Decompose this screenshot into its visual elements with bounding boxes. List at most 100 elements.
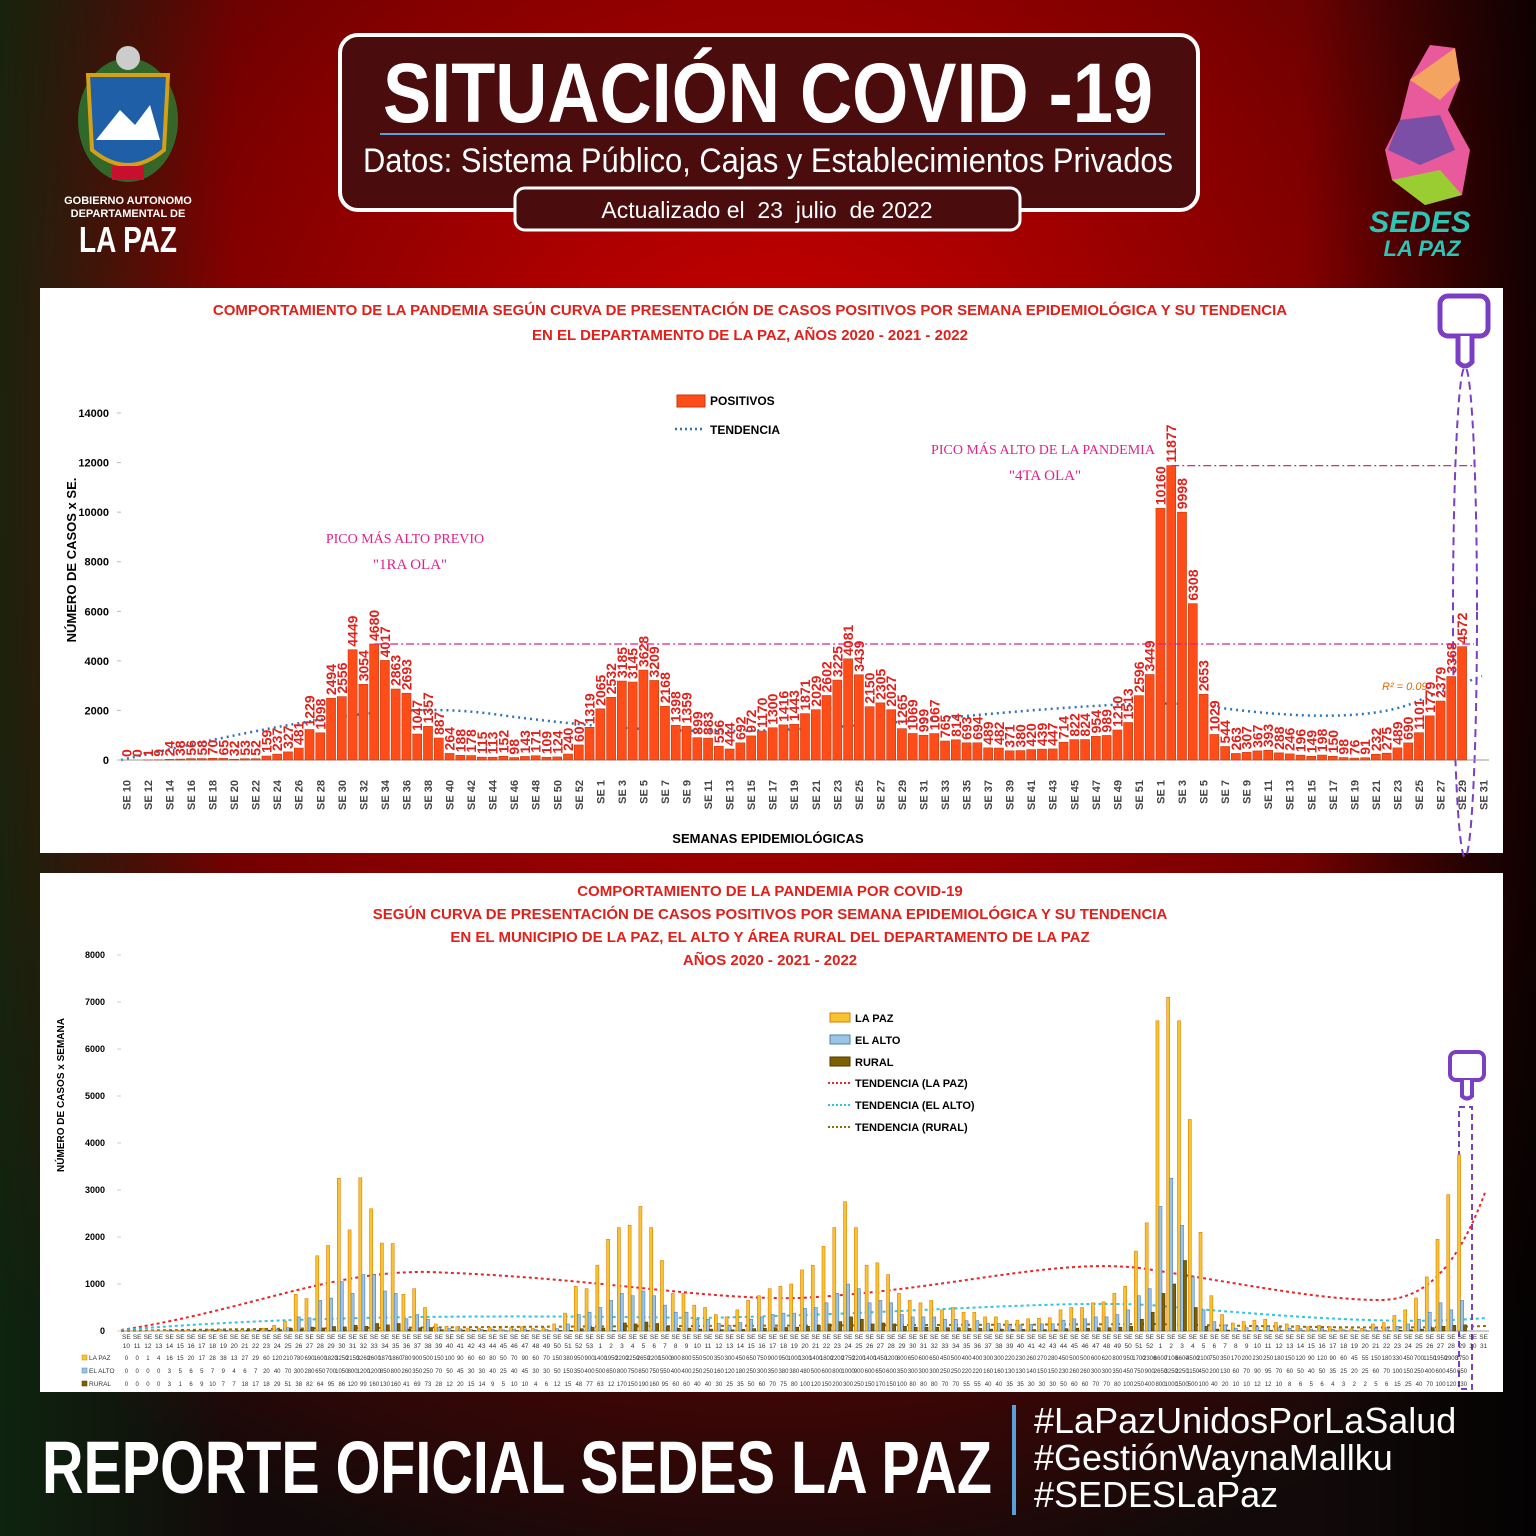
table-cell: 30 [1039,1382,1046,1388]
x-tick-label: SE 21 [1371,780,1383,810]
bar [1161,1293,1166,1332]
x-tick-label: 29 [327,1343,335,1350]
x-tick-label: SE 25 [854,780,866,810]
x-tick-prefix: SE [1425,1334,1434,1341]
x-tick-label: SE 19 [1349,780,1361,810]
bar [1026,749,1037,761]
x-tick-label: SE 15 [1306,780,1318,810]
table-cell: 1860 [389,1356,403,1362]
table-cell: 7 [222,1382,226,1388]
bar [827,1323,832,1332]
table-cell: 950 [778,1356,789,1362]
x-tick-prefix: SE [348,1334,357,1341]
table-cell: 650 [315,1369,326,1375]
x-tick-label: 22 [823,1343,831,1350]
x-tick-label: SE 5 [1199,780,1211,804]
bar [741,1329,746,1332]
x-tick-label: 1 [1159,1343,1163,1350]
data-label: 149 [1303,730,1319,754]
data-label: 2029 [808,675,824,706]
bar [490,1328,495,1332]
footer-title: REPORTE OFICIAL SEDES LA PAZ [42,1426,992,1509]
table-cell: 0 [135,1382,139,1388]
data-label: 3209 [646,646,662,677]
table-cell: 12 [608,1382,615,1388]
x-tick-label: 27 [1437,1343,1445,1350]
legend-swatch [829,1056,851,1067]
bar [770,1314,775,1332]
table-row-label: LA PAZ [89,1355,111,1362]
data-label: 2168 [657,672,673,703]
bar [563,753,573,761]
table-cell: 220 [1005,1356,1016,1362]
legend-label: RURAL [855,1057,894,1069]
data-label: 2602 [819,661,835,692]
x-tick-prefix: SE [736,1334,745,1341]
data-label: 2305 [872,669,888,700]
table-cell: 150 [1403,1369,1414,1375]
bar [1284,1323,1289,1332]
data-label: 765 [937,714,953,738]
x-tick-label: 14 [166,1343,174,1350]
x-tick-prefix: SE [434,1334,443,1341]
x-tick-prefix: SE [273,1334,282,1341]
table-cell: 77 [586,1382,593,1388]
table-cell: 4 [232,1369,236,1375]
table-swatch [81,1380,88,1387]
table-cell: 2250 [1175,1369,1189,1375]
bar [523,1328,527,1332]
bar [767,1288,772,1332]
x-tick-prefix: SE [1275,1334,1284,1341]
bar [907,733,918,761]
data-label: 38 [172,740,188,756]
bar [353,1325,358,1332]
bar [760,1316,764,1332]
bar [283,751,293,761]
x-tick-prefix: SE [585,1334,594,1341]
bar [1123,1286,1127,1332]
bar [229,758,239,761]
table-cell: 500 [1080,1356,1091,1362]
bar [1381,752,1392,761]
bar [563,1312,567,1332]
hashtag: #GestiónWaynaMallku [1034,1437,1393,1478]
x-tick-prefix: SE [1016,1334,1025,1341]
data-label: 2532 [603,663,619,694]
data-label: 1210 [1109,696,1125,727]
bar [544,1329,549,1332]
x-tick-label: 12 [715,1343,723,1350]
bar [1126,1309,1130,1332]
table-cell: 650 [606,1369,617,1375]
bar [1274,752,1284,761]
x-tick-label: 32 [931,1343,939,1350]
bar [735,742,746,761]
table-cell: 2 [1363,1382,1367,1388]
x-tick-prefix: SE [639,1334,648,1341]
table-cell: 260 [1069,1369,1080,1375]
x-tick-label: 6 [652,1343,656,1350]
bar [509,757,519,761]
table-cell: 70 [1243,1369,1250,1375]
data-label: 9998 [1174,478,1190,509]
table-cell: 690 [304,1356,315,1362]
bar [1112,729,1123,761]
bar [278,1329,283,1332]
bar [649,1227,653,1332]
x-tick-label: SE 51 [1134,780,1146,810]
bar [1269,1330,1274,1332]
bar [757,730,767,761]
table-cell: 160 [391,1382,402,1388]
table-cell: 9 [200,1382,204,1388]
chart-panel [40,873,1503,1392]
bar [498,1328,503,1332]
table-cell: 500 [423,1356,434,1362]
bar [1327,755,1338,761]
bar [164,759,175,761]
x-tick-prefix: SE [650,1334,659,1341]
bar [207,757,218,761]
table-cell: 170 [1231,1356,1242,1362]
bar [326,697,336,761]
bar [415,1314,420,1332]
x-tick-label: 16 [758,1343,766,1350]
table-cell: 60 [1071,1382,1078,1388]
